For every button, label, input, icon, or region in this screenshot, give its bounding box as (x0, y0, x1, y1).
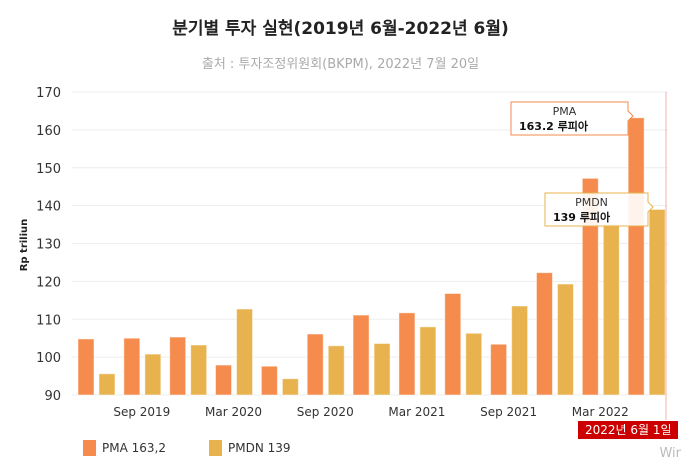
y-tick-label: 140 (36, 200, 61, 215)
x-tick-label: Mar 2021 (388, 405, 445, 419)
bar-pma (444, 292, 462, 396)
bar-pma (352, 314, 370, 396)
x-tick-label: Mar 2022 (572, 405, 629, 419)
legend-item-pma[interactable]: PMA 163,2 (83, 440, 166, 456)
legend-label: PMA 163,2 (102, 441, 166, 455)
bar-pmdn (602, 223, 620, 396)
bar-pmdn (556, 283, 574, 396)
bar-pma (490, 343, 508, 396)
bar-pma (627, 117, 645, 396)
y-tick-label: 150 (36, 162, 61, 177)
bar-pma (260, 365, 278, 396)
legend-swatch (83, 440, 96, 456)
bar-pma (169, 336, 187, 396)
y-tick-label: 100 (36, 351, 61, 366)
tooltip-value: 163.2 루피아 (519, 119, 589, 133)
y-tick-label: 120 (36, 275, 61, 290)
y-tick-label: 110 (36, 313, 61, 328)
bar-pma (123, 337, 141, 396)
bar-pmdn (281, 378, 299, 396)
y-tick-label: 130 (36, 238, 61, 253)
y-tick-label: 90 (44, 389, 61, 404)
legend-label: PMDN 139 (228, 441, 291, 455)
x-tick-label: Sep 2021 (480, 405, 537, 419)
bar-pma (535, 272, 553, 396)
chart-title: 분기별 투자 실현(2019년 6월-2022년 6월) (172, 19, 509, 39)
y-axis-label: Rp triliun (19, 219, 30, 272)
tooltip-series: PMA (553, 105, 577, 118)
y-tick-label: 170 (36, 86, 61, 101)
chart-subtitle: 출처 : 투자조정위원회(BKPM), 2022년 7월 20일 (201, 57, 480, 72)
bar-pmdn (373, 342, 391, 396)
bar-pmdn (465, 332, 483, 396)
bar-pmdn (236, 308, 254, 396)
watermark: Wir (659, 446, 681, 461)
bar-pmdn (144, 353, 162, 396)
bar-pmdn (648, 208, 666, 396)
y-tick-label: 160 (36, 124, 61, 139)
legend-item-pmdn[interactable]: PMDN 139 (209, 440, 291, 456)
bar-pmdn (190, 344, 208, 396)
x-tick-label: Sep 2019 (113, 405, 170, 419)
bar-pmdn (98, 373, 116, 396)
tooltip-value: 139 루피아 (553, 210, 611, 224)
bar-pma (581, 177, 599, 396)
bar-pmdn (327, 345, 345, 396)
bar-pma (215, 364, 233, 396)
bar-pma (398, 312, 416, 396)
tooltip-series: PMDN (575, 196, 608, 209)
tooltip-box (510, 101, 634, 136)
bar-pma (306, 333, 324, 396)
crosshair-label: 2022년 6월 1일 (585, 423, 672, 437)
x-tick-label: Mar 2020 (205, 405, 262, 419)
bar-pmdn (419, 326, 437, 396)
x-tick-label: Sep 2020 (297, 405, 354, 419)
bar-pmdn (511, 305, 529, 396)
legend-swatch (209, 440, 222, 456)
crosshair-label-bg (578, 421, 678, 439)
bar-pma (77, 338, 95, 396)
tooltip-box (544, 192, 654, 227)
